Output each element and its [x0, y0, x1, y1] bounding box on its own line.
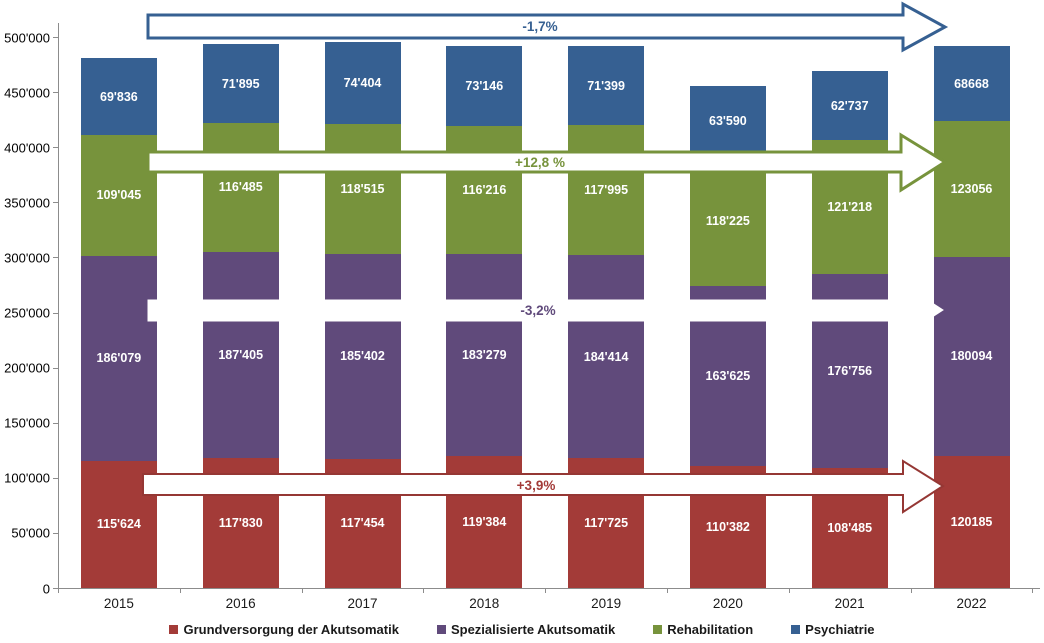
y-axis-tick	[53, 92, 58, 94]
y-axis-tick-label: 0	[42, 581, 50, 596]
y-axis-tick	[53, 312, 58, 314]
bar-value-label: 120185	[950, 514, 993, 529]
x-axis-category-label: 2020	[712, 596, 743, 611]
y-axis-tick-label: 250'000	[4, 305, 50, 321]
y-axis-tick	[53, 257, 58, 259]
bar-segment-2022-0	[933, 455, 1010, 588]
bar-value-label: 117'995	[584, 183, 629, 198]
legend-item: Psychiatrie	[791, 622, 875, 637]
legend-item: Grundversorgung der Akutsomatik	[169, 622, 399, 637]
x-axis-tick	[179, 588, 181, 593]
x-axis-tick	[58, 588, 59, 593]
legend-color-swatch	[169, 625, 179, 634]
y-axis-tick-label: 50'000	[11, 525, 50, 541]
bar-value-label: 116'485	[218, 180, 263, 195]
bar-value-label: 123056	[950, 182, 993, 197]
legend-label: Psychiatrie	[805, 622, 875, 637]
x-axis-tick	[301, 588, 303, 593]
y-axis-tick-label: 350'000	[4, 195, 50, 211]
legend-color-swatch	[436, 625, 446, 634]
bar-value-label: 62'737	[830, 98, 869, 113]
bar-segment-2016-3	[202, 44, 279, 124]
bar-value-label: 108'485	[827, 521, 873, 536]
legend-item: Spezialisierte Akutsomatik	[436, 622, 616, 637]
y-axis-tick-label: 300'000	[4, 250, 50, 266]
y-axis-tick-label: 400'000	[4, 140, 50, 156]
bar-value-label: 117'725	[584, 516, 629, 531]
y-axis-tick-label: 450'000	[4, 85, 50, 101]
bar-value-label: 74'404	[343, 75, 382, 90]
x-axis-tick	[545, 588, 547, 593]
legend-color-swatch	[791, 625, 801, 634]
x-axis-tick	[667, 588, 668, 593]
legend-label: Grundversorgung der Akutsomatik	[183, 622, 399, 637]
x-axis-tick	[910, 588, 912, 593]
bar-value-label: 110'382	[705, 520, 750, 535]
bar-segment-2019-3	[568, 46, 645, 125]
y-axis-tick	[53, 37, 58, 38]
bar-value-label: 117'454	[340, 516, 385, 531]
y-axis-tick-label: 500'000	[4, 30, 50, 45]
bar-segment-2015-1	[80, 255, 157, 461]
y-axis-tick-label: 200'000	[4, 360, 50, 376]
bar-value-label: 73'146	[465, 79, 504, 94]
legend-item: Rehabilitation	[653, 622, 753, 637]
bar-segment-2015-3	[80, 58, 157, 136]
bar-segment-2018-3	[446, 45, 523, 127]
bar-value-label: 180094	[950, 349, 993, 364]
x-axis-tick	[788, 588, 790, 593]
bar-value-label: 118'225	[705, 213, 750, 228]
bar-value-label: 119'384	[462, 515, 507, 530]
legend-label: Spezialisierte Akutsomatik	[450, 622, 616, 637]
y-axis-line	[58, 23, 59, 589]
bar-value-label: 69'836	[100, 89, 138, 104]
x-axis-tick	[423, 588, 425, 593]
x-axis-category-label: 2015	[103, 596, 134, 611]
y-axis-tick	[53, 202, 58, 204]
bar-value-label: 184'414	[583, 349, 629, 364]
y-axis-tick	[53, 147, 58, 149]
bar-value-label: 187'405	[218, 347, 264, 362]
y-axis-tick-label: 100'000	[4, 470, 50, 486]
bar-value-label: 63'590	[709, 113, 747, 128]
y-axis-tick	[53, 367, 58, 369]
bar-value-label: 185'402	[340, 349, 385, 364]
y-axis-tick	[53, 532, 58, 534]
bar-segment-2017-3	[324, 41, 401, 124]
bar-value-label: 68668	[954, 76, 989, 91]
x-axis-tick	[1032, 588, 1034, 593]
bar-segment-2022-3	[933, 45, 1010, 122]
legend-label: Rehabilitation	[667, 622, 754, 637]
bar-value-label: 71'895	[221, 76, 260, 91]
bar-value-label: 116'216	[462, 183, 507, 198]
x-axis-category-label: 2022	[956, 596, 987, 611]
legend-color-swatch	[653, 625, 663, 634]
bar-value-label: 71'399	[587, 78, 625, 93]
y-axis-tick	[53, 588, 58, 589]
bar-segment-2015-2	[80, 135, 157, 256]
y-axis-tick	[53, 422, 58, 424]
bar-value-label: 109'045	[96, 188, 142, 203]
bar-value-label: 118'515	[340, 181, 385, 196]
x-axis-category-label: 2017	[347, 596, 378, 611]
bar-segment-2021-3	[811, 70, 888, 141]
chart-legend: Grundversorgung der Akutsomatik Spezialis…	[0, 622, 1044, 637]
x-axis-category-label: 2016	[225, 596, 256, 611]
y-axis-tick	[53, 477, 58, 479]
bar-segment-2022-1	[933, 257, 1010, 456]
bar-value-label: 117'830	[218, 516, 263, 531]
bar-value-label: 176'756	[827, 364, 873, 379]
bar-value-label: 186'079	[96, 351, 142, 366]
x-axis-category-label: 2021	[834, 596, 865, 611]
bar-value-label: 183'279	[461, 348, 507, 363]
bar-value-label: 121'218	[827, 199, 873, 214]
x-axis-category-label: 2018	[469, 596, 500, 611]
bar-value-label: 163'625	[705, 369, 751, 384]
y-axis-tick-label: 150'000	[4, 415, 50, 431]
x-axis-category-label: 2019	[591, 596, 622, 611]
bar-value-label: 115'624	[96, 517, 141, 532]
x-axis-line	[58, 588, 1040, 589]
